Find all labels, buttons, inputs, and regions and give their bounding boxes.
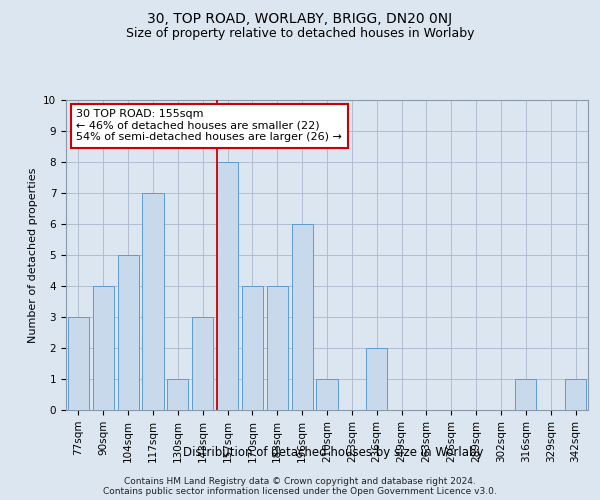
Text: Size of property relative to detached houses in Worlaby: Size of property relative to detached ho… (126, 28, 474, 40)
Bar (167, 379, 188, 410)
Text: Contains HM Land Registry data © Crown copyright and database right 2024.: Contains HM Land Registry data © Crown c… (124, 476, 476, 486)
Bar (267, 286, 288, 410)
Bar (93, 286, 114, 410)
Text: Contains public sector information licensed under the Open Government Licence v3: Contains public sector information licen… (103, 486, 497, 496)
Bar (192, 317, 213, 410)
Bar (217, 162, 238, 410)
Bar (142, 193, 164, 410)
Bar (292, 224, 313, 410)
Y-axis label: Number of detached properties: Number of detached properties (28, 168, 38, 342)
Bar (242, 286, 263, 410)
Text: 30 TOP ROAD: 155sqm
← 46% of detached houses are smaller (22)
54% of semi-detach: 30 TOP ROAD: 155sqm ← 46% of detached ho… (76, 110, 343, 142)
Bar (68, 317, 89, 410)
Bar (118, 255, 139, 410)
Bar (515, 379, 536, 410)
Text: 30, TOP ROAD, WORLABY, BRIGG, DN20 0NJ: 30, TOP ROAD, WORLABY, BRIGG, DN20 0NJ (148, 12, 452, 26)
Text: Distribution of detached houses by size in Worlaby: Distribution of detached houses by size … (183, 446, 483, 459)
Bar (316, 379, 338, 410)
Bar (565, 379, 586, 410)
Bar (366, 348, 387, 410)
